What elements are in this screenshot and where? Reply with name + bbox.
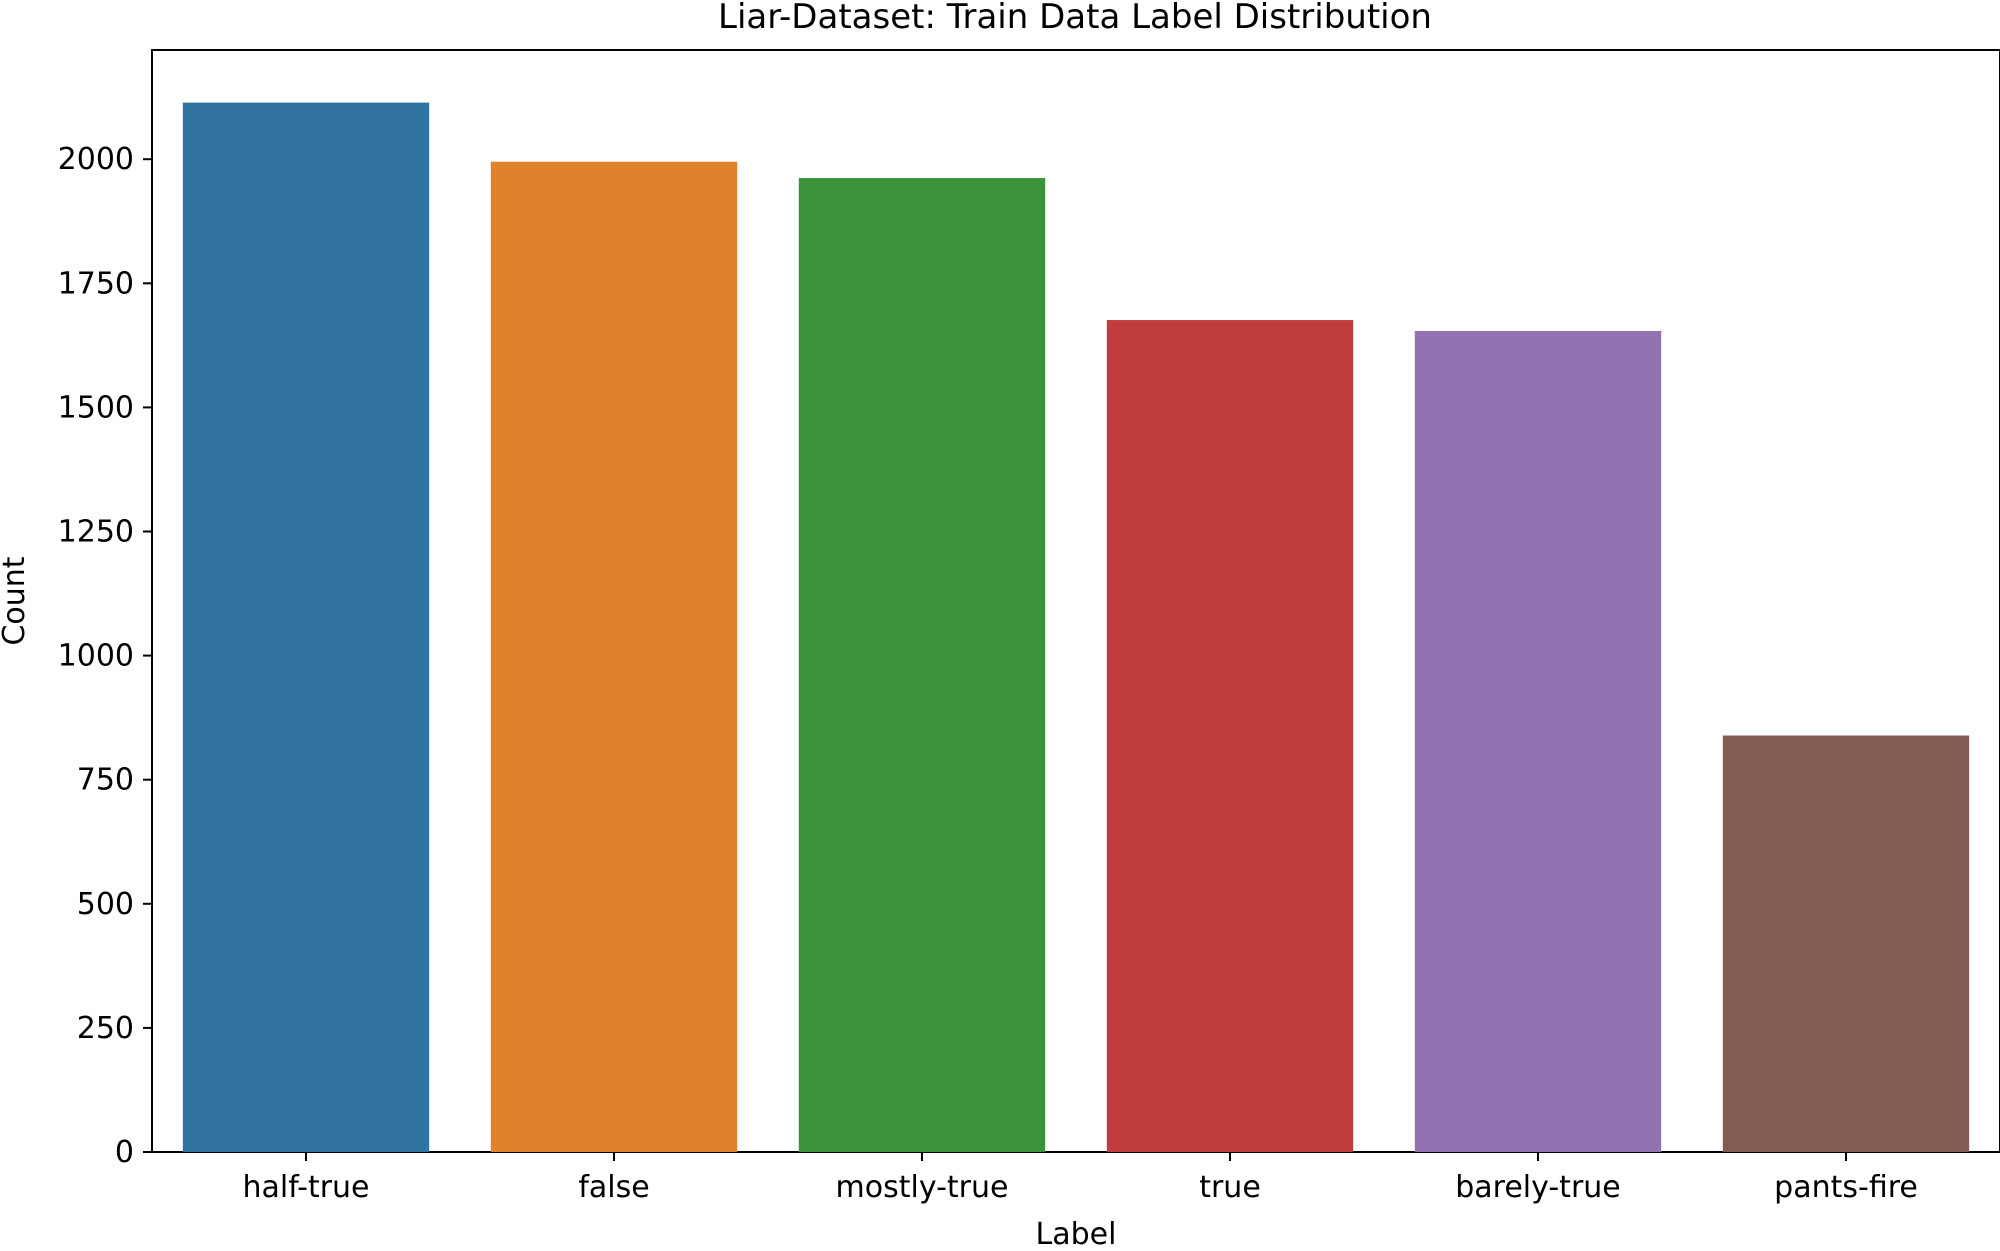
x-tick-label: half-true — [242, 1170, 369, 1205]
x-tick-label: barely-true — [1455, 1170, 1621, 1205]
plot-frame — [151, 49, 2000, 1153]
y-tick-label: 1750 — [58, 266, 134, 301]
bars-group — [182, 102, 1970, 1153]
y-axis-label: Count — [0, 556, 32, 645]
bar-pants-fire — [1722, 735, 1970, 1152]
x-tick-label: pants-fire — [1774, 1170, 1918, 1205]
bar-half-true — [182, 102, 430, 1153]
y-tick-label: 0 — [115, 1135, 134, 1170]
bar-mostly-true — [798, 178, 1046, 1152]
x-axis-ticks: half-true false mostly-true true barely-true… — [242, 1152, 1918, 1205]
x-tick-label: mostly-true — [836, 1170, 1009, 1205]
y-tick-label: 1000 — [58, 639, 134, 674]
chart-title: Liar-Dataset: Train Data Label Distribut… — [718, 0, 1432, 37]
y-axis-ticks: 0 250 500 750 1000 1250 1500 1750 2000 — [58, 142, 152, 1170]
y-tick-label: 250 — [77, 1011, 134, 1046]
y-tick-label: 500 — [77, 887, 134, 922]
x-axis-label: Label — [1036, 1217, 1117, 1251]
y-tick-label: 750 — [77, 763, 134, 798]
plot-area: 0 250 500 750 1000 1250 1500 1750 2000 half-true… — [58, 49, 2000, 1205]
x-tick-label: false — [578, 1170, 649, 1205]
y-tick-label: 2000 — [58, 142, 134, 177]
bar-true — [1106, 320, 1354, 1152]
bar-false — [490, 161, 738, 1152]
y-tick-label: 1250 — [58, 515, 134, 550]
y-tick-label: 1500 — [58, 390, 134, 425]
x-tick-label: true — [1199, 1170, 1261, 1205]
bar-barely-true — [1414, 330, 1662, 1153]
